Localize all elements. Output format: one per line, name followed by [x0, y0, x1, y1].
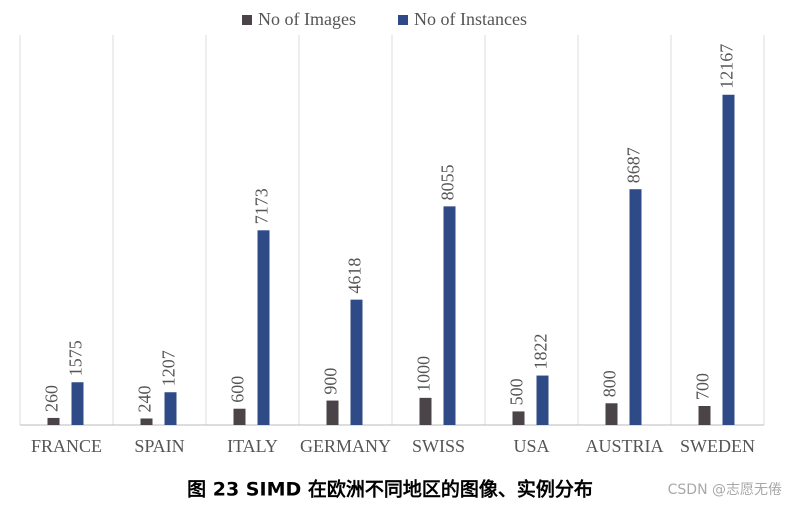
bar	[605, 403, 618, 425]
x-tick-label: SPAIN	[134, 436, 184, 456]
value-label: 1207	[159, 350, 179, 386]
value-label: 7173	[252, 188, 272, 224]
value-label: 4618	[345, 258, 365, 294]
value-label: 1575	[66, 340, 86, 376]
bar	[536, 375, 549, 425]
bar	[629, 189, 642, 425]
bar	[698, 406, 711, 425]
value-label: 600	[228, 376, 248, 403]
bar	[350, 299, 363, 425]
x-tick-label: SWEDEN	[680, 436, 755, 456]
bar	[257, 230, 270, 425]
bar	[71, 382, 84, 425]
bar	[722, 94, 735, 425]
value-label: 1822	[531, 334, 551, 370]
value-label: 240	[135, 385, 155, 412]
value-label: 260	[42, 385, 62, 412]
x-tick-label: FRANCE	[31, 436, 102, 456]
value-label: 800	[600, 370, 620, 397]
bar	[419, 397, 432, 425]
x-tick-label: ITALY	[227, 436, 278, 456]
legend-label: No of Images	[258, 9, 356, 29]
caption: 图 23 SIMD 在欧洲不同地区的图像、实例分布	[187, 478, 593, 501]
legend-label: No of Instances	[414, 9, 527, 29]
x-tick-label: AUSTRIA	[585, 436, 663, 456]
value-label: 900	[321, 368, 341, 395]
legend-swatch	[398, 15, 408, 25]
bar	[326, 400, 339, 425]
value-label: 500	[507, 378, 527, 405]
x-tick-label: SWISS	[412, 436, 465, 456]
bar	[512, 411, 525, 425]
value-label: 12167	[717, 44, 737, 89]
bar	[140, 418, 153, 425]
value-label: 8687	[624, 147, 644, 183]
bar	[164, 392, 177, 425]
value-label: 700	[693, 373, 713, 400]
bar	[47, 417, 60, 425]
value-label: 1000	[414, 356, 434, 392]
x-tick-label: GERMANY	[300, 436, 391, 456]
legend-swatch	[242, 15, 252, 25]
watermark: CSDN @志愿无倦	[668, 482, 782, 498]
bar	[443, 206, 456, 425]
value-label: 8055	[438, 164, 458, 200]
bar	[233, 408, 246, 425]
x-tick-label: USA	[513, 436, 549, 456]
